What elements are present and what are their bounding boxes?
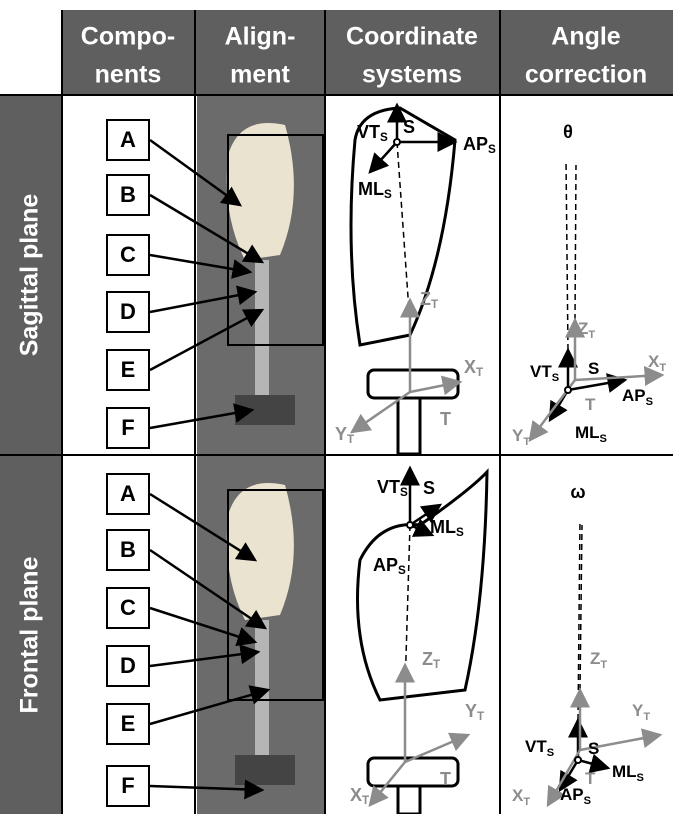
page: Compo-nents Align-ment Coordinate systems An… (0, 0, 673, 819)
label-main: T (440, 769, 451, 789)
prosthesis (227, 483, 294, 620)
origin (407, 522, 413, 528)
label-sub: T (523, 796, 530, 808)
angle-symbol: ω (570, 482, 585, 502)
label-main: Z (420, 289, 431, 309)
component-label: B (120, 182, 136, 207)
component-label: D (120, 299, 136, 324)
label-sub: S (400, 486, 408, 499)
label-main: ML (575, 423, 600, 442)
label-main: Z (590, 649, 600, 668)
label-main: AP (463, 134, 488, 154)
component-label: B (120, 537, 136, 562)
column-header: correction (525, 61, 647, 89)
label-main: Z (578, 319, 588, 338)
label-sub: T (477, 710, 485, 723)
label-sub: S (600, 433, 607, 445)
column-header: systems (362, 61, 462, 89)
label-sub: S (384, 188, 392, 201)
axis-label: S (588, 739, 599, 758)
column-header: Angle (551, 23, 621, 51)
axis-label: S (403, 117, 415, 137)
label-sub: T (476, 366, 484, 379)
label-main: X (648, 352, 660, 371)
label-main: AP (373, 555, 398, 575)
label-main: VT (530, 362, 552, 381)
label-main: ML (430, 517, 456, 537)
component-label: F (121, 415, 134, 440)
column-header: ment (230, 61, 290, 89)
component-label: E (121, 357, 136, 382)
prosthesis (227, 123, 294, 260)
column-header: Compo- (81, 23, 175, 51)
label-main: Y (465, 701, 477, 721)
component-label: D (120, 653, 136, 678)
label-sub: S (584, 795, 591, 807)
label-sub: S (488, 143, 496, 156)
axis-label: S (588, 359, 599, 378)
label-sub: S (646, 396, 653, 408)
column-header: Align- (225, 23, 296, 51)
label-sub: T (433, 658, 441, 671)
label-sub: T (659, 362, 666, 374)
label-main: Y (335, 424, 347, 444)
label-sub: T (600, 659, 607, 671)
origin (575, 757, 581, 763)
label-sub: T (431, 298, 439, 311)
label-main: T (585, 769, 596, 788)
label-sub: S (398, 564, 406, 577)
component-label: F (121, 773, 134, 798)
component-label: A (120, 481, 136, 506)
axis-label: T (585, 395, 596, 414)
label-sub: S (380, 131, 388, 144)
component-label: E (121, 711, 136, 736)
label-main: X (464, 357, 476, 377)
label-main: S (403, 117, 415, 137)
row-label: Sagittal plane (16, 194, 44, 357)
label-sub: S (456, 526, 464, 539)
angle-symbol: θ (563, 122, 573, 142)
label-sub: T (362, 794, 370, 807)
origin (565, 387, 571, 393)
label-main: AP (560, 785, 584, 804)
label-main: T (440, 409, 451, 429)
label-sub: S (547, 747, 554, 759)
component-label: C (120, 242, 136, 267)
label-sub: S (552, 372, 559, 384)
column-header: nents (95, 61, 162, 89)
label-main: X (350, 785, 362, 805)
foot (235, 395, 295, 425)
label-main: X (512, 786, 524, 805)
component-label: A (120, 127, 136, 152)
label-sub: T (523, 436, 530, 448)
row-label: Frontal plane (16, 556, 44, 713)
axis-label: T (440, 769, 451, 789)
label-sub: T (643, 711, 650, 723)
label-main: Y (632, 701, 644, 720)
axis-label: T (585, 769, 596, 788)
label-main: VT (525, 737, 547, 756)
label-main: VT (357, 122, 380, 142)
label-main: Z (422, 649, 433, 669)
label-sub: T (347, 433, 355, 446)
axis-label: T (440, 409, 451, 429)
label-sub: S (637, 772, 644, 784)
figure: Compo-nents Align-ment Coordinate systems An… (0, 0, 673, 814)
label-main: VT (377, 477, 400, 497)
label-main: S (423, 478, 435, 498)
label-main: Y (512, 426, 524, 445)
label-main: AP (622, 386, 646, 405)
column-header: Coordinate (346, 23, 478, 51)
label-main: ML (358, 179, 384, 199)
label-main: S (588, 359, 599, 378)
component-label: C (120, 595, 136, 620)
label-sub: T (588, 329, 595, 341)
origin (394, 139, 400, 145)
label-main: T (585, 395, 596, 414)
label-main: S (588, 739, 599, 758)
label-main: ML (612, 762, 637, 781)
foot (235, 755, 295, 785)
axis-label: S (423, 478, 435, 498)
